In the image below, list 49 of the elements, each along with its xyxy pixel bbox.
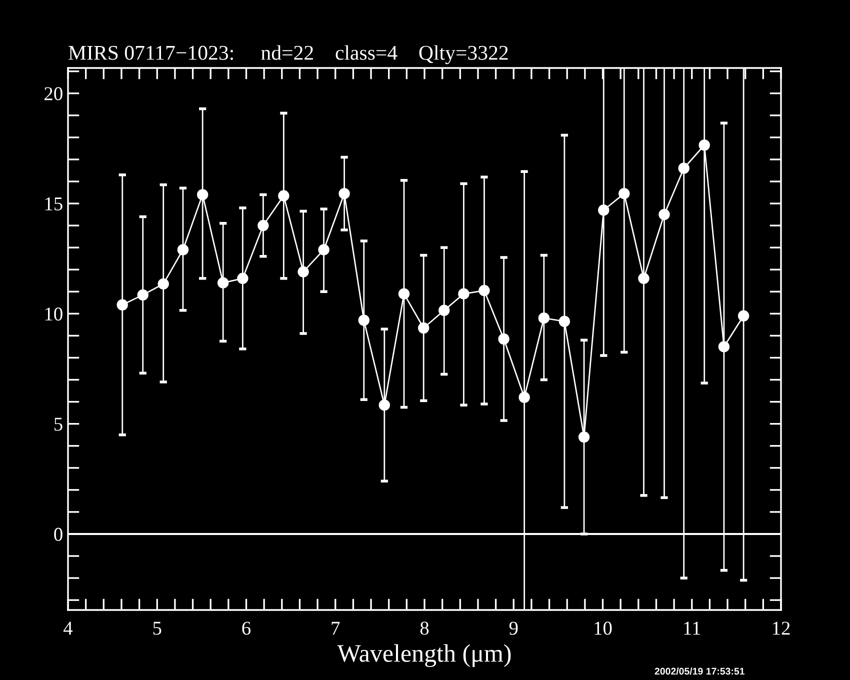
x-tick-label: 8 <box>420 622 429 635</box>
point <box>177 244 189 256</box>
point <box>638 272 650 284</box>
point <box>558 316 570 327</box>
point <box>258 220 269 232</box>
point <box>196 189 208 200</box>
point <box>478 284 490 296</box>
x-tick-label: 11 <box>684 622 700 635</box>
point <box>278 190 290 202</box>
point <box>498 333 510 345</box>
x-tick-label: 9 <box>509 622 518 635</box>
point <box>158 278 169 290</box>
y-tick-label: 20 <box>44 87 62 100</box>
point <box>137 289 148 301</box>
point <box>418 322 430 334</box>
x-tick-label: 7 <box>332 622 340 635</box>
y-tick-label: 5 <box>54 418 62 431</box>
point <box>698 140 710 151</box>
point <box>116 299 128 310</box>
point <box>538 312 550 324</box>
y-tick-label: 0 <box>54 528 62 541</box>
x-tick-label: 12 <box>772 622 790 635</box>
x-tick-label: 4 <box>64 622 73 635</box>
x-tick-label: 6 <box>242 622 251 635</box>
text: 2002/05/19 17:53:51 <box>654 668 745 675</box>
point <box>338 188 350 200</box>
point <box>678 162 690 174</box>
point <box>358 314 370 326</box>
x-tick-label: 5 <box>153 622 162 635</box>
point <box>618 188 630 200</box>
point <box>598 204 610 216</box>
x-tick-label: 10 <box>594 622 612 635</box>
point <box>458 288 470 300</box>
point <box>718 341 730 352</box>
point <box>318 244 330 256</box>
y-tick-label: 15 <box>45 197 62 210</box>
point <box>518 392 530 403</box>
chart-title: MIRS 07117−1023: nd=22 class=4 Qlty=3322 <box>68 45 508 64</box>
point <box>738 310 750 322</box>
point <box>398 288 410 300</box>
point <box>578 431 590 443</box>
point <box>378 399 390 411</box>
point <box>298 266 309 278</box>
point <box>217 277 229 288</box>
point <box>658 208 670 220</box>
y-tick-label: 10 <box>45 307 62 321</box>
x-axis-title: Wavelength (μm) <box>337 644 511 668</box>
point <box>438 304 450 316</box>
point <box>237 272 248 284</box>
